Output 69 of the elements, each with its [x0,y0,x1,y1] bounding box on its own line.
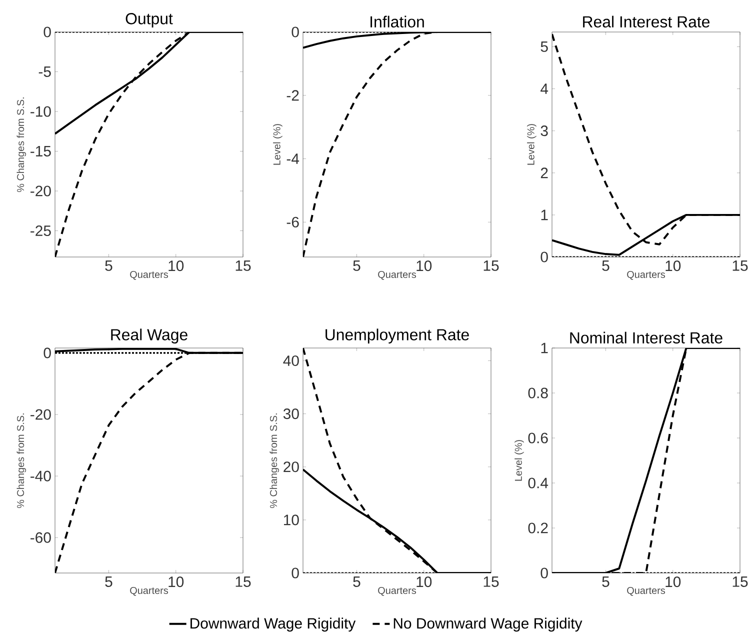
y-tick-label: -60 [30,532,51,543]
x-tick-label: 10 [416,260,432,272]
x-axis-title: Quarters [627,270,666,280]
chart-title: Nominal Interest Rate [570,332,722,344]
y-axis-title: % Changes from S.S. [16,414,26,508]
chart-title: Real Wage [111,328,188,344]
y-axis-title: Level (%) [273,124,282,165]
x-axis-title: Quarters [378,586,416,596]
y-axis-title: % Changes from S.S. [270,414,280,508]
y-tick-label: 0 [292,26,299,38]
y-tick-label: 4 [540,84,548,94]
y-tick-label: -25 [30,225,51,236]
y-axis-title: Level (%) [527,124,536,165]
y-tick-label: 1 [541,342,548,354]
y-tick-label: 0 [540,252,548,262]
chart-title: Unemployment Rate [326,328,469,344]
y-tick-label: 0.2 [528,522,548,534]
x-axis-title: Quarters [378,270,416,280]
y-axis-title: Level (%) [514,440,524,481]
x-tick-label: 15 [236,260,251,271]
x-tick-label: 15 [732,260,748,271]
x-tick-label: 15 [484,576,499,587]
y-tick-label: -40 [30,470,51,482]
y-tick-label: 1 [541,210,548,220]
x-tick-label: 10 [168,260,184,272]
y-tick-label: -2 [286,90,299,101]
x-axis-title: Quarters [130,586,168,596]
y-tick-label: -20 [30,409,51,420]
legend-label: No Downward Wage Rigidity [394,618,582,632]
y-tick-label: -10 [30,106,51,117]
y-tick-label: 0.8 [528,388,548,398]
x-tick-label: 5 [353,576,360,587]
y-tick-label: -15 [30,146,51,156]
x-tick-label: 10 [666,576,681,588]
x-axis-title: Quarters [130,270,168,280]
y-tick-label: 0.6 [528,432,548,444]
chart-title: Real Interest Rate [583,16,710,28]
y-tick-label: 2 [540,168,548,178]
y-tick-label: 3 [540,126,548,136]
y-tick-label: -5 [38,66,51,77]
y-tick-label: 5 [540,42,548,52]
chart-title: Output [126,13,173,28]
x-tick-label: 10 [416,576,432,588]
x-tick-label: 5 [353,260,360,271]
y-tick-label: 0 [292,568,299,578]
y-tick-label: 0 [540,568,548,578]
x-tick-label: 10 [666,260,681,272]
x-axis-title: Quarters [627,586,666,596]
y-tick-label: 0.4 [528,478,548,488]
y-tick-label: 0 [44,26,51,38]
y-tick-label: 0 [44,348,51,358]
y-axis-title: % Changes from S.S. [16,98,26,192]
y-tick-label: -20 [30,186,51,196]
chart-title: Inflation [370,16,424,28]
x-tick-label: 5 [105,260,112,271]
x-tick-label: 5 [602,260,610,271]
y-tick-label: 30 [283,408,299,420]
x-tick-label: 5 [602,576,610,587]
x-tick-label: 15 [732,576,748,587]
y-tick-label: -4 [286,154,300,164]
x-tick-label: 15 [484,260,499,271]
y-tick-label: -6 [286,216,299,228]
x-tick-label: 15 [236,576,251,587]
x-tick-label: 10 [168,576,184,588]
y-tick-label: 40 [283,355,299,366]
y-tick-label: 20 [284,462,299,472]
legend-label: Downward Wage Rigidity [190,618,356,632]
x-tick-label: 5 [105,576,112,587]
y-tick-label: 10 [284,514,299,526]
